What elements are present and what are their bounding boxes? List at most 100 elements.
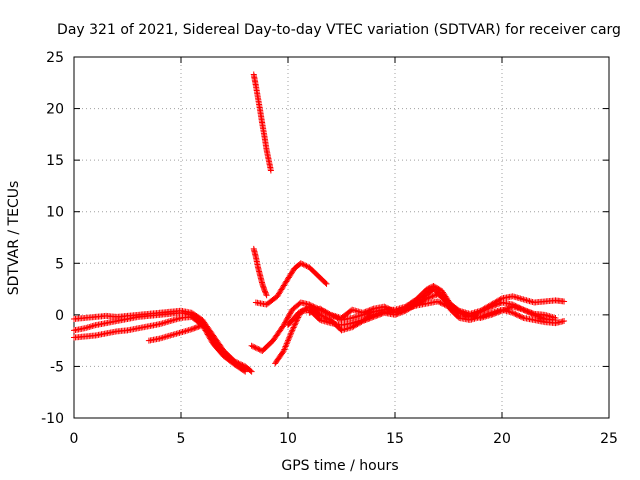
- data-point: [283, 342, 290, 349]
- data-point: [446, 304, 453, 311]
- x-tick-label: 15: [386, 431, 404, 447]
- x-tick-label: 5: [177, 431, 186, 447]
- data-point: [282, 343, 289, 350]
- y-tick-label: 0: [55, 308, 64, 324]
- data-point: [290, 324, 297, 331]
- data-point: [532, 312, 539, 319]
- data-point: [552, 317, 559, 324]
- data-point: [536, 313, 543, 320]
- data-point: [425, 294, 432, 301]
- data-point: [195, 323, 202, 330]
- data-point: [281, 345, 288, 352]
- data-point: [283, 317, 290, 324]
- data-point: [385, 305, 392, 312]
- data-point: [424, 286, 431, 293]
- data-point: [367, 314, 374, 321]
- y-tick-label: 10: [46, 205, 64, 221]
- data-point: [428, 293, 435, 300]
- data-point: [317, 311, 324, 318]
- data-point: [509, 309, 516, 316]
- data-point: [448, 304, 455, 311]
- data-point: [248, 342, 255, 349]
- data-point: [516, 313, 523, 320]
- data-point: [449, 305, 456, 312]
- data-point: [362, 317, 369, 324]
- data-point: [501, 306, 508, 313]
- data-point: [252, 344, 259, 351]
- data-point: [503, 306, 510, 313]
- data-point: [286, 333, 293, 340]
- data-point: [375, 311, 382, 318]
- data-point: [321, 313, 328, 320]
- data-point: [255, 346, 262, 353]
- data-point: [444, 302, 451, 309]
- data-point: [457, 309, 464, 316]
- data-point: [285, 336, 292, 343]
- data-points: [71, 71, 568, 375]
- data-point: [263, 290, 270, 297]
- data-point: [492, 310, 499, 317]
- data-point: [373, 312, 380, 319]
- data-point: [358, 318, 365, 325]
- data-point: [267, 167, 274, 174]
- series-11: [306, 298, 559, 324]
- series-3: [71, 313, 249, 375]
- y-tick-label: 5: [55, 256, 64, 272]
- data-point: [377, 311, 384, 318]
- plot-border: [73, 56, 610, 419]
- data-point: [445, 303, 452, 310]
- data-point: [282, 318, 289, 325]
- data-point: [280, 347, 287, 354]
- data-point: [519, 314, 526, 321]
- data-point: [279, 349, 286, 356]
- data-point: [311, 307, 318, 314]
- data-point: [319, 313, 326, 320]
- y-tick-label: 20: [46, 102, 64, 118]
- data-point: [507, 304, 514, 311]
- data-point: [326, 311, 333, 318]
- data-point: [533, 312, 540, 319]
- data-point: [261, 287, 268, 294]
- data-point: [528, 310, 535, 317]
- data-point: [369, 314, 376, 321]
- data-point: [504, 305, 511, 312]
- data-point: [455, 313, 462, 320]
- data-point: [434, 298, 441, 305]
- data-point: [370, 313, 377, 320]
- data-point: [489, 311, 496, 318]
- data-point: [497, 296, 504, 303]
- data-point: [381, 303, 388, 310]
- data-point: [387, 306, 394, 313]
- data-point: [497, 308, 504, 315]
- data-point: [464, 311, 471, 318]
- data-point: [263, 292, 270, 299]
- data-point: [191, 325, 198, 332]
- data-point: [325, 315, 332, 322]
- data-point: [363, 316, 370, 323]
- data-point: [374, 312, 381, 319]
- data-point: [362, 308, 369, 315]
- data-point: [303, 263, 310, 270]
- data-point: [465, 312, 472, 319]
- data-point: [524, 308, 531, 315]
- data-point: [500, 307, 507, 314]
- data-point: [194, 324, 201, 331]
- data-point: [386, 306, 393, 313]
- data-point: [241, 367, 248, 374]
- data-point: [285, 337, 291, 344]
- data-point: [496, 308, 503, 315]
- data-point: [283, 340, 290, 347]
- data-point: [525, 309, 532, 316]
- grid-lines: [74, 57, 609, 418]
- plot-frame: [73, 56, 610, 419]
- data-point: [299, 260, 306, 267]
- data-point: [456, 308, 463, 315]
- data-point: [365, 315, 372, 322]
- data-point: [359, 309, 366, 316]
- data-point: [306, 309, 313, 316]
- data-point: [540, 315, 547, 322]
- data-point: [371, 313, 378, 320]
- data-point: [307, 309, 314, 316]
